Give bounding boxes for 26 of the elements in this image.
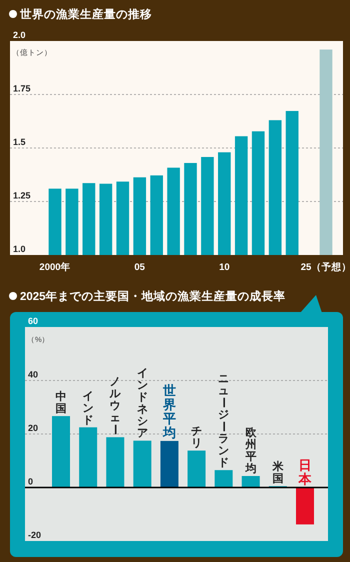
x-tick-label: 欧州平均 (244, 426, 258, 475)
x-tick-label: チリ (191, 426, 202, 450)
y-tick-label: 20 (28, 423, 38, 433)
chart-title: 2025年までの主要国・地域の漁業生産量の成長率 (20, 289, 286, 303)
x-tick-label: インドネシア (136, 368, 148, 440)
x-tick-label: 05 (134, 262, 146, 273)
y-tick-label: 1.25 (13, 190, 31, 200)
y-tick-label: 2.0 (13, 30, 26, 40)
y-tick-label: -20 (28, 530, 42, 540)
chart-title: 世界の漁業生産量の推移 (19, 7, 152, 21)
x-tick-label: 2000年 (39, 261, 71, 273)
y-tick-label: 1.5 (13, 137, 26, 147)
y-tick-label: 1.75 (13, 84, 31, 94)
y-tick-label: 1.0 (13, 244, 26, 254)
x-tick-label: 日本 (298, 458, 312, 486)
y-tick-label: 0 (28, 476, 34, 486)
x-tick-label: 中国 (56, 390, 66, 416)
x-tick-label: ノルウェー (108, 376, 122, 435)
x-tick-label: 世界平均 (162, 382, 176, 440)
x-tick-label: 25（予想） (300, 261, 350, 273)
x-tick-label: 米国 (271, 460, 284, 486)
x-tick-label: 10 (219, 262, 230, 273)
x-tick-label: インド (82, 390, 94, 426)
y-tick-label: 40 (28, 370, 38, 380)
y-tick-label: 60 (28, 316, 38, 326)
x-tick-label: ニュージーランド (216, 373, 230, 470)
